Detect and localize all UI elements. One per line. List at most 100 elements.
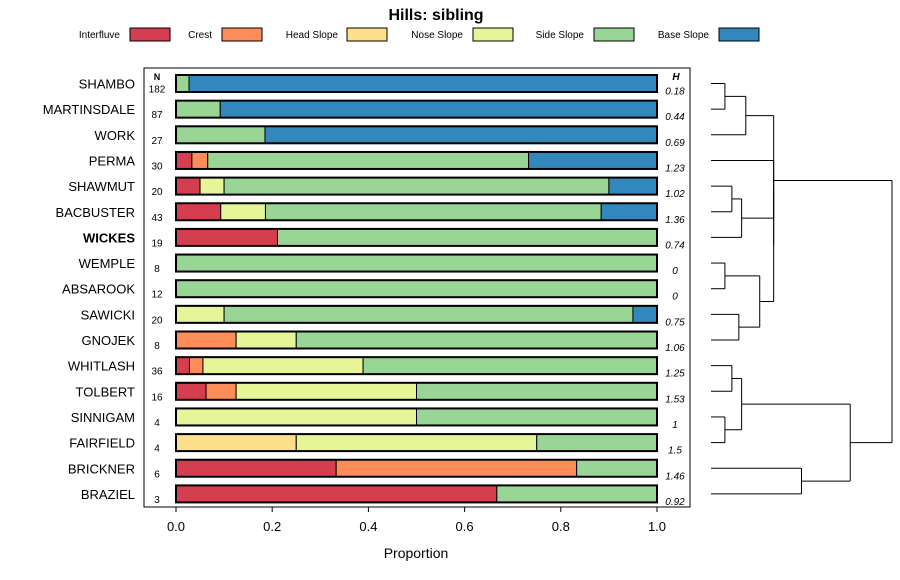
bar-segment <box>175 356 190 375</box>
row-label: WHITLASH <box>68 359 135 374</box>
row-label: WICKES <box>83 230 135 245</box>
row-label: WORK <box>95 128 136 143</box>
bar-segment <box>175 202 222 221</box>
bar-segment <box>416 382 658 401</box>
n-value: 6 <box>154 469 160 480</box>
h-value: 1.46 <box>665 471 685 482</box>
legend-swatch <box>346 27 388 42</box>
legend-label: Base Slope <box>658 30 710 41</box>
bar-segment <box>528 151 658 170</box>
row-label: BRICKNER <box>68 461 135 476</box>
n-value: 3 <box>154 495 160 506</box>
x-tick-label: 0.6 <box>456 519 474 534</box>
row-label: PERMA <box>89 153 136 168</box>
x-tick-label: 0.2 <box>263 519 281 534</box>
row-label: BRAZIEL <box>81 487 135 502</box>
bar-segment <box>175 228 278 247</box>
bar-segment <box>175 305 225 324</box>
legend-swatch <box>129 27 171 42</box>
n-value: 12 <box>151 290 163 301</box>
row-label: ABSAROOK <box>62 282 135 297</box>
bar-segment <box>175 331 237 349</box>
bar-segment <box>220 202 266 221</box>
bars-group <box>175 74 658 504</box>
bar-segment <box>205 382 237 401</box>
bar-segment <box>191 151 209 170</box>
row-label: BACBUSTER <box>56 205 135 220</box>
bar-segment <box>496 484 658 503</box>
bar-outline <box>175 458 658 478</box>
row-label: SINNIGAM <box>71 410 135 425</box>
h-value: 0 <box>672 266 678 277</box>
row-label: TOLBERT <box>76 384 136 399</box>
n-value: 30 <box>151 161 163 172</box>
x-axis: 0.0 0.2 0.4 0.6 0.8 1.0 <box>167 507 666 534</box>
n-value: 27 <box>151 136 163 147</box>
bar-segment <box>175 484 498 503</box>
bar-outline <box>175 381 658 401</box>
bar-outline <box>175 202 658 222</box>
bar-segment <box>207 151 530 170</box>
h-value: 1.23 <box>665 163 685 174</box>
row-label: MARTINSDALE <box>43 102 136 117</box>
h-value: 0.69 <box>665 138 685 149</box>
h-value: 1.53 <box>665 394 685 405</box>
bar-segment <box>362 356 658 375</box>
bar-segment <box>295 433 538 452</box>
bar-segment <box>276 228 658 247</box>
bar-outline <box>175 176 658 196</box>
h-value: 0.75 <box>665 317 685 328</box>
bar-segment <box>219 100 658 119</box>
n-value: 182 <box>149 85 166 96</box>
bar-segment <box>175 459 337 478</box>
chart-title: Hills: sibling <box>388 7 483 24</box>
bar-segment <box>175 407 417 426</box>
n-labels: 182 87 27 30 20 43 19 8 12 20 8 36 16 4 4 6 3 <box>149 85 166 506</box>
h-value: 1.5 <box>668 446 682 457</box>
bar-segment <box>188 356 204 375</box>
n-value: 43 <box>151 213 163 224</box>
bar-segment <box>416 407 658 426</box>
legend-swatch <box>593 27 635 42</box>
h-value: 0 <box>672 292 678 303</box>
h-value: 0.74 <box>665 240 685 251</box>
legend-swatch <box>221 27 263 42</box>
bar-outline <box>175 74 658 93</box>
bar-segment <box>223 177 610 196</box>
n-value: 16 <box>151 392 163 403</box>
bar-segment <box>175 100 221 119</box>
bar-outline <box>175 99 658 119</box>
bar-segment <box>295 331 658 349</box>
bar-segment <box>175 254 658 273</box>
bar-segment <box>175 382 207 401</box>
bar-segment <box>235 382 417 401</box>
h-value: 0.18 <box>665 87 685 98</box>
dendrogram <box>711 83 893 495</box>
bar-outline <box>175 433 658 453</box>
legend-label: Interfluve <box>79 30 121 41</box>
n-value: 8 <box>154 341 160 352</box>
h-value: 1.06 <box>665 343 685 354</box>
h-value: 1 <box>672 420 678 431</box>
legend-swatch <box>718 27 760 42</box>
h-value: 1.25 <box>665 369 685 380</box>
n-value: 4 <box>154 444 160 455</box>
bar-segment <box>600 202 658 221</box>
n-value: 36 <box>151 367 163 378</box>
bar-segment <box>608 177 658 196</box>
row-label: FAIRFIELD <box>69 436 135 451</box>
bar-outline <box>175 227 658 247</box>
legend-label: Nose Slope <box>411 30 463 41</box>
bar-outline <box>175 304 658 324</box>
bar-segment <box>235 331 297 349</box>
bar-outline <box>175 356 658 376</box>
bar-outline <box>175 484 658 504</box>
bar-segment <box>175 177 201 196</box>
bar-segment <box>175 279 658 298</box>
n-value: 8 <box>154 264 160 275</box>
n-value: 4 <box>154 418 160 429</box>
x-tick-label: 1.0 <box>648 519 666 534</box>
n-value: 87 <box>151 110 163 121</box>
